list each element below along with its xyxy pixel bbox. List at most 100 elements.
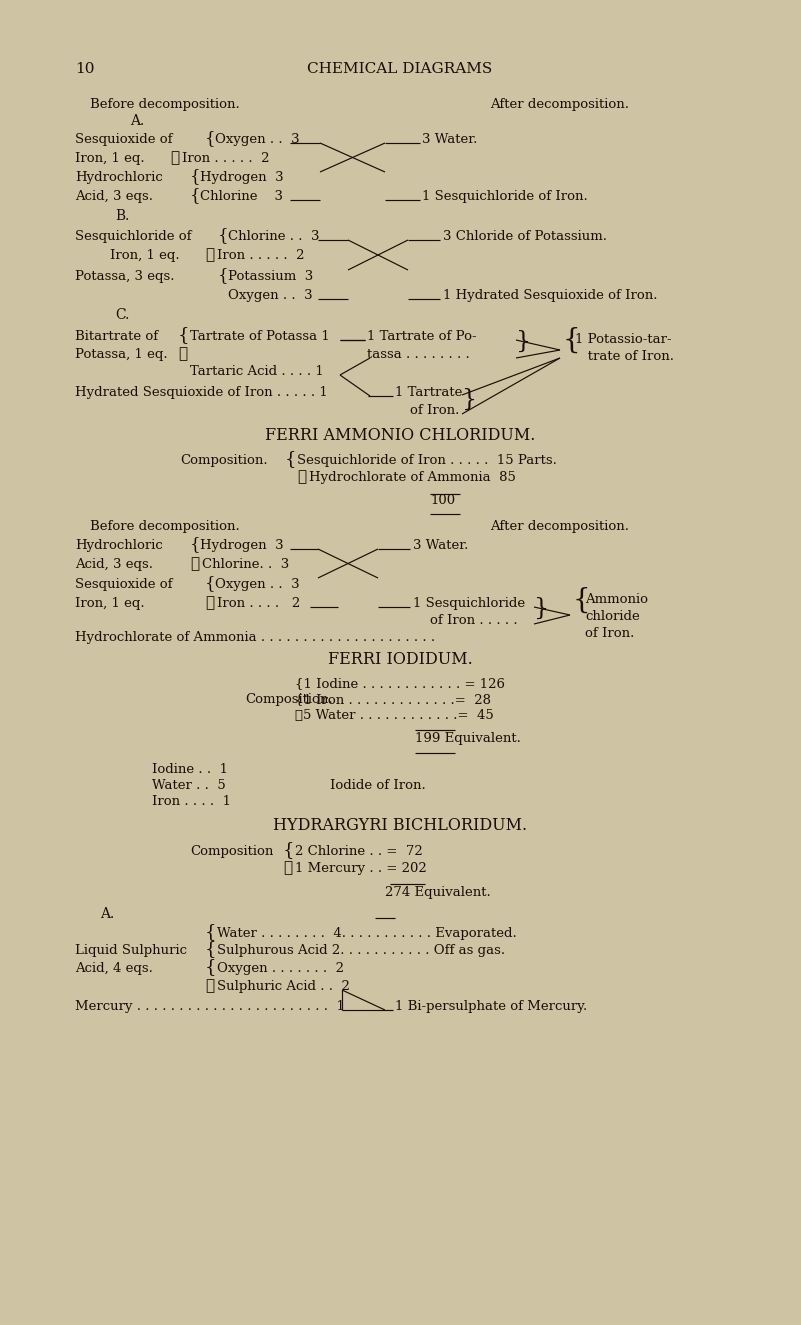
Text: Oxygen . .  3: Oxygen . . 3 (215, 132, 300, 146)
Text: After decomposition.: After decomposition. (490, 519, 629, 533)
Text: Iron, 1 eq.: Iron, 1 eq. (75, 598, 145, 610)
Text: Hydrochlorate of Ammonia . . . . . . . . . . . . . . . . . . . . .: Hydrochlorate of Ammonia . . . . . . . .… (75, 631, 435, 644)
Text: Hydrogen  3: Hydrogen 3 (200, 171, 284, 184)
Text: Iodide of Iron.: Iodide of Iron. (330, 779, 426, 792)
Text: Hydrogen  3: Hydrogen 3 (200, 539, 284, 553)
Text: 3 Water.: 3 Water. (413, 539, 469, 553)
Text: }: } (534, 598, 549, 620)
Text: Hydrated Sesquioxide of Iron . . . . . 1: Hydrated Sesquioxide of Iron . . . . . 1 (75, 386, 328, 399)
Text: ℓ: ℓ (178, 347, 187, 360)
Text: ℓ: ℓ (190, 556, 199, 571)
Text: {: { (190, 537, 200, 553)
Text: ℓ: ℓ (170, 151, 179, 166)
Text: Hydrochloric: Hydrochloric (75, 539, 163, 553)
Text: Water . .  5: Water . . 5 (152, 779, 226, 792)
Text: of Iron.: of Iron. (585, 627, 634, 640)
Text: {: { (205, 958, 216, 977)
Text: CHEMICAL DIAGRAMS: CHEMICAL DIAGRAMS (308, 62, 493, 76)
Text: tassa . . . . . . . .: tassa . . . . . . . . (367, 348, 469, 360)
Text: {: { (563, 327, 581, 354)
Text: Oxygen . . . . . . .  2: Oxygen . . . . . . . 2 (217, 962, 344, 975)
Text: chloride: chloride (585, 610, 640, 623)
Text: Sesquioxide of: Sesquioxide of (75, 578, 172, 591)
Text: Chlorine . .  3: Chlorine . . 3 (228, 231, 320, 242)
Text: Tartrate of Potassa 1: Tartrate of Potassa 1 (190, 330, 330, 343)
Text: Potassa, 1 eq.: Potassa, 1 eq. (75, 348, 167, 360)
Text: {: { (178, 326, 190, 344)
Text: FERRI IODIDUM.: FERRI IODIDUM. (328, 651, 473, 668)
Text: Iron, 1 eq.: Iron, 1 eq. (110, 249, 179, 262)
Text: Ammonio: Ammonio (585, 594, 648, 606)
Text: {: { (573, 587, 590, 613)
Text: trate of Iron.: trate of Iron. (575, 350, 674, 363)
Text: Before decomposition.: Before decomposition. (90, 519, 239, 533)
Text: Bitartrate of: Bitartrate of (75, 330, 158, 343)
Text: of Iron . . . . .: of Iron . . . . . (430, 613, 517, 627)
Text: ℓ: ℓ (205, 596, 214, 610)
Text: 3 Chloride of Potassium.: 3 Chloride of Potassium. (443, 231, 607, 242)
Text: Acid, 3 eqs.: Acid, 3 eqs. (75, 558, 153, 571)
Text: A.: A. (100, 908, 115, 921)
Text: of Iron.: of Iron. (410, 404, 460, 417)
Text: Sesquioxide of: Sesquioxide of (75, 132, 172, 146)
Text: {: { (205, 575, 215, 592)
Text: 1 Tartrate: 1 Tartrate (395, 386, 462, 399)
Text: Iron . . . . .  2: Iron . . . . . 2 (182, 152, 269, 166)
Text: Potassium  3: Potassium 3 (228, 270, 313, 284)
Text: Iron . . . .  1: Iron . . . . 1 (152, 795, 231, 808)
Text: Mercury . . . . . . . . . . . . . . . . . . . . . . .  1: Mercury . . . . . . . . . . . . . . . . … (75, 1000, 345, 1014)
Text: 1 Bi-persulphate of Mercury.: 1 Bi-persulphate of Mercury. (395, 1000, 587, 1014)
Text: Iron . . . . .  2: Iron . . . . . 2 (217, 249, 304, 262)
Text: Hydrochlorate of Ammonia  85: Hydrochlorate of Ammonia 85 (309, 470, 516, 484)
Text: Sesquichloride of Iron . . . . .  15 Parts.: Sesquichloride of Iron . . . . . 15 Part… (297, 454, 557, 466)
Text: Iodine . .  1: Iodine . . 1 (152, 763, 228, 776)
Text: {: { (190, 168, 200, 186)
Text: Oxygen . .  3: Oxygen . . 3 (215, 578, 300, 591)
Text: 274 Equivalent.: 274 Equivalent. (385, 886, 491, 898)
Text: Sesquichloride of: Sesquichloride of (75, 231, 191, 242)
Text: Iron, 1 eq.: Iron, 1 eq. (75, 152, 145, 166)
Text: {1 Iron . . . . . . . . . . . . .=  28: {1 Iron . . . . . . . . . . . . .= 28 (295, 693, 491, 706)
Text: Sulphuric Acid . .  2: Sulphuric Acid . . 2 (217, 980, 350, 992)
Text: FERRI AMMONIO CHLORIDUM.: FERRI AMMONIO CHLORIDUM. (265, 427, 535, 444)
Text: 1 Sesquichloride of Iron.: 1 Sesquichloride of Iron. (422, 189, 588, 203)
Text: }: } (516, 330, 531, 352)
Text: {: { (218, 227, 228, 244)
Text: B.: B. (115, 209, 130, 223)
Text: After decomposition.: After decomposition. (490, 98, 629, 111)
Text: Oxygen . .  3: Oxygen . . 3 (228, 289, 312, 302)
Text: {: { (218, 268, 228, 284)
Text: {: { (190, 187, 200, 204)
Text: C.: C. (115, 307, 130, 322)
Text: Sulphurous Acid 2. . . . . . . . . . . Off as gas.: Sulphurous Acid 2. . . . . . . . . . . O… (217, 943, 505, 957)
Text: Tartaric Acid . . . . 1: Tartaric Acid . . . . 1 (190, 364, 324, 378)
Text: }: } (462, 388, 477, 411)
Text: Iron . . . .   2: Iron . . . . 2 (217, 598, 300, 610)
Text: Chlorine. .  3: Chlorine. . 3 (202, 558, 289, 571)
Text: 1 Sesquichloride: 1 Sesquichloride (413, 598, 525, 610)
Text: 1 Hydrated Sesquioxide of Iron.: 1 Hydrated Sesquioxide of Iron. (443, 289, 658, 302)
Text: {: { (285, 451, 296, 468)
Text: HYDRARGYRI BICHLORIDUM.: HYDRARGYRI BICHLORIDUM. (273, 818, 527, 833)
Text: Chlorine    3: Chlorine 3 (200, 189, 283, 203)
Text: Hydrochloric: Hydrochloric (75, 171, 163, 184)
Text: A.: A. (130, 114, 144, 129)
Text: Acid, 4 eqs.: Acid, 4 eqs. (75, 962, 153, 975)
Text: {: { (205, 130, 215, 147)
Text: 1 Potassio-tar-: 1 Potassio-tar- (575, 333, 671, 346)
Text: ℓ: ℓ (297, 470, 306, 484)
Text: 199 Equivalent.: 199 Equivalent. (415, 731, 521, 745)
Text: Composition.: Composition. (180, 454, 268, 466)
Text: {: { (205, 924, 216, 941)
Text: 1 Mercury . . = 202: 1 Mercury . . = 202 (295, 863, 427, 874)
Text: Acid, 3 eqs.: Acid, 3 eqs. (75, 189, 153, 203)
Text: {1 Iodine . . . . . . . . . . . . = 126: {1 Iodine . . . . . . . . . . . . = 126 (295, 677, 505, 690)
Text: {: { (283, 841, 295, 859)
Text: Water . . . . . . . .  4. . . . . . . . . . . Evaporated.: Water . . . . . . . . 4. . . . . . . . .… (217, 927, 517, 939)
Text: {: { (205, 939, 216, 958)
Text: Composition: Composition (190, 845, 273, 859)
Text: Liquid Sulphuric: Liquid Sulphuric (75, 943, 187, 957)
Text: Before decomposition.: Before decomposition. (90, 98, 239, 111)
Text: 100: 100 (430, 494, 455, 507)
Text: 2 Chlorine . . =  72: 2 Chlorine . . = 72 (295, 845, 423, 859)
